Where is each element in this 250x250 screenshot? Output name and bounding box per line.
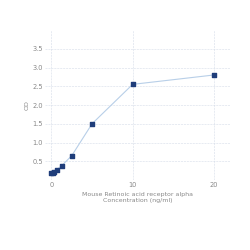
Point <box>51 170 55 174</box>
Point <box>212 73 216 77</box>
Y-axis label: OD: OD <box>24 100 29 110</box>
Point <box>70 154 74 158</box>
Point <box>90 122 94 126</box>
Point <box>54 168 58 172</box>
X-axis label: Mouse Retinoic acid receptor alpha
Concentration (ng/ml): Mouse Retinoic acid receptor alpha Conce… <box>82 192 193 203</box>
Point <box>60 164 64 168</box>
Point <box>50 172 54 175</box>
Point <box>52 170 56 174</box>
Point <box>131 82 135 86</box>
